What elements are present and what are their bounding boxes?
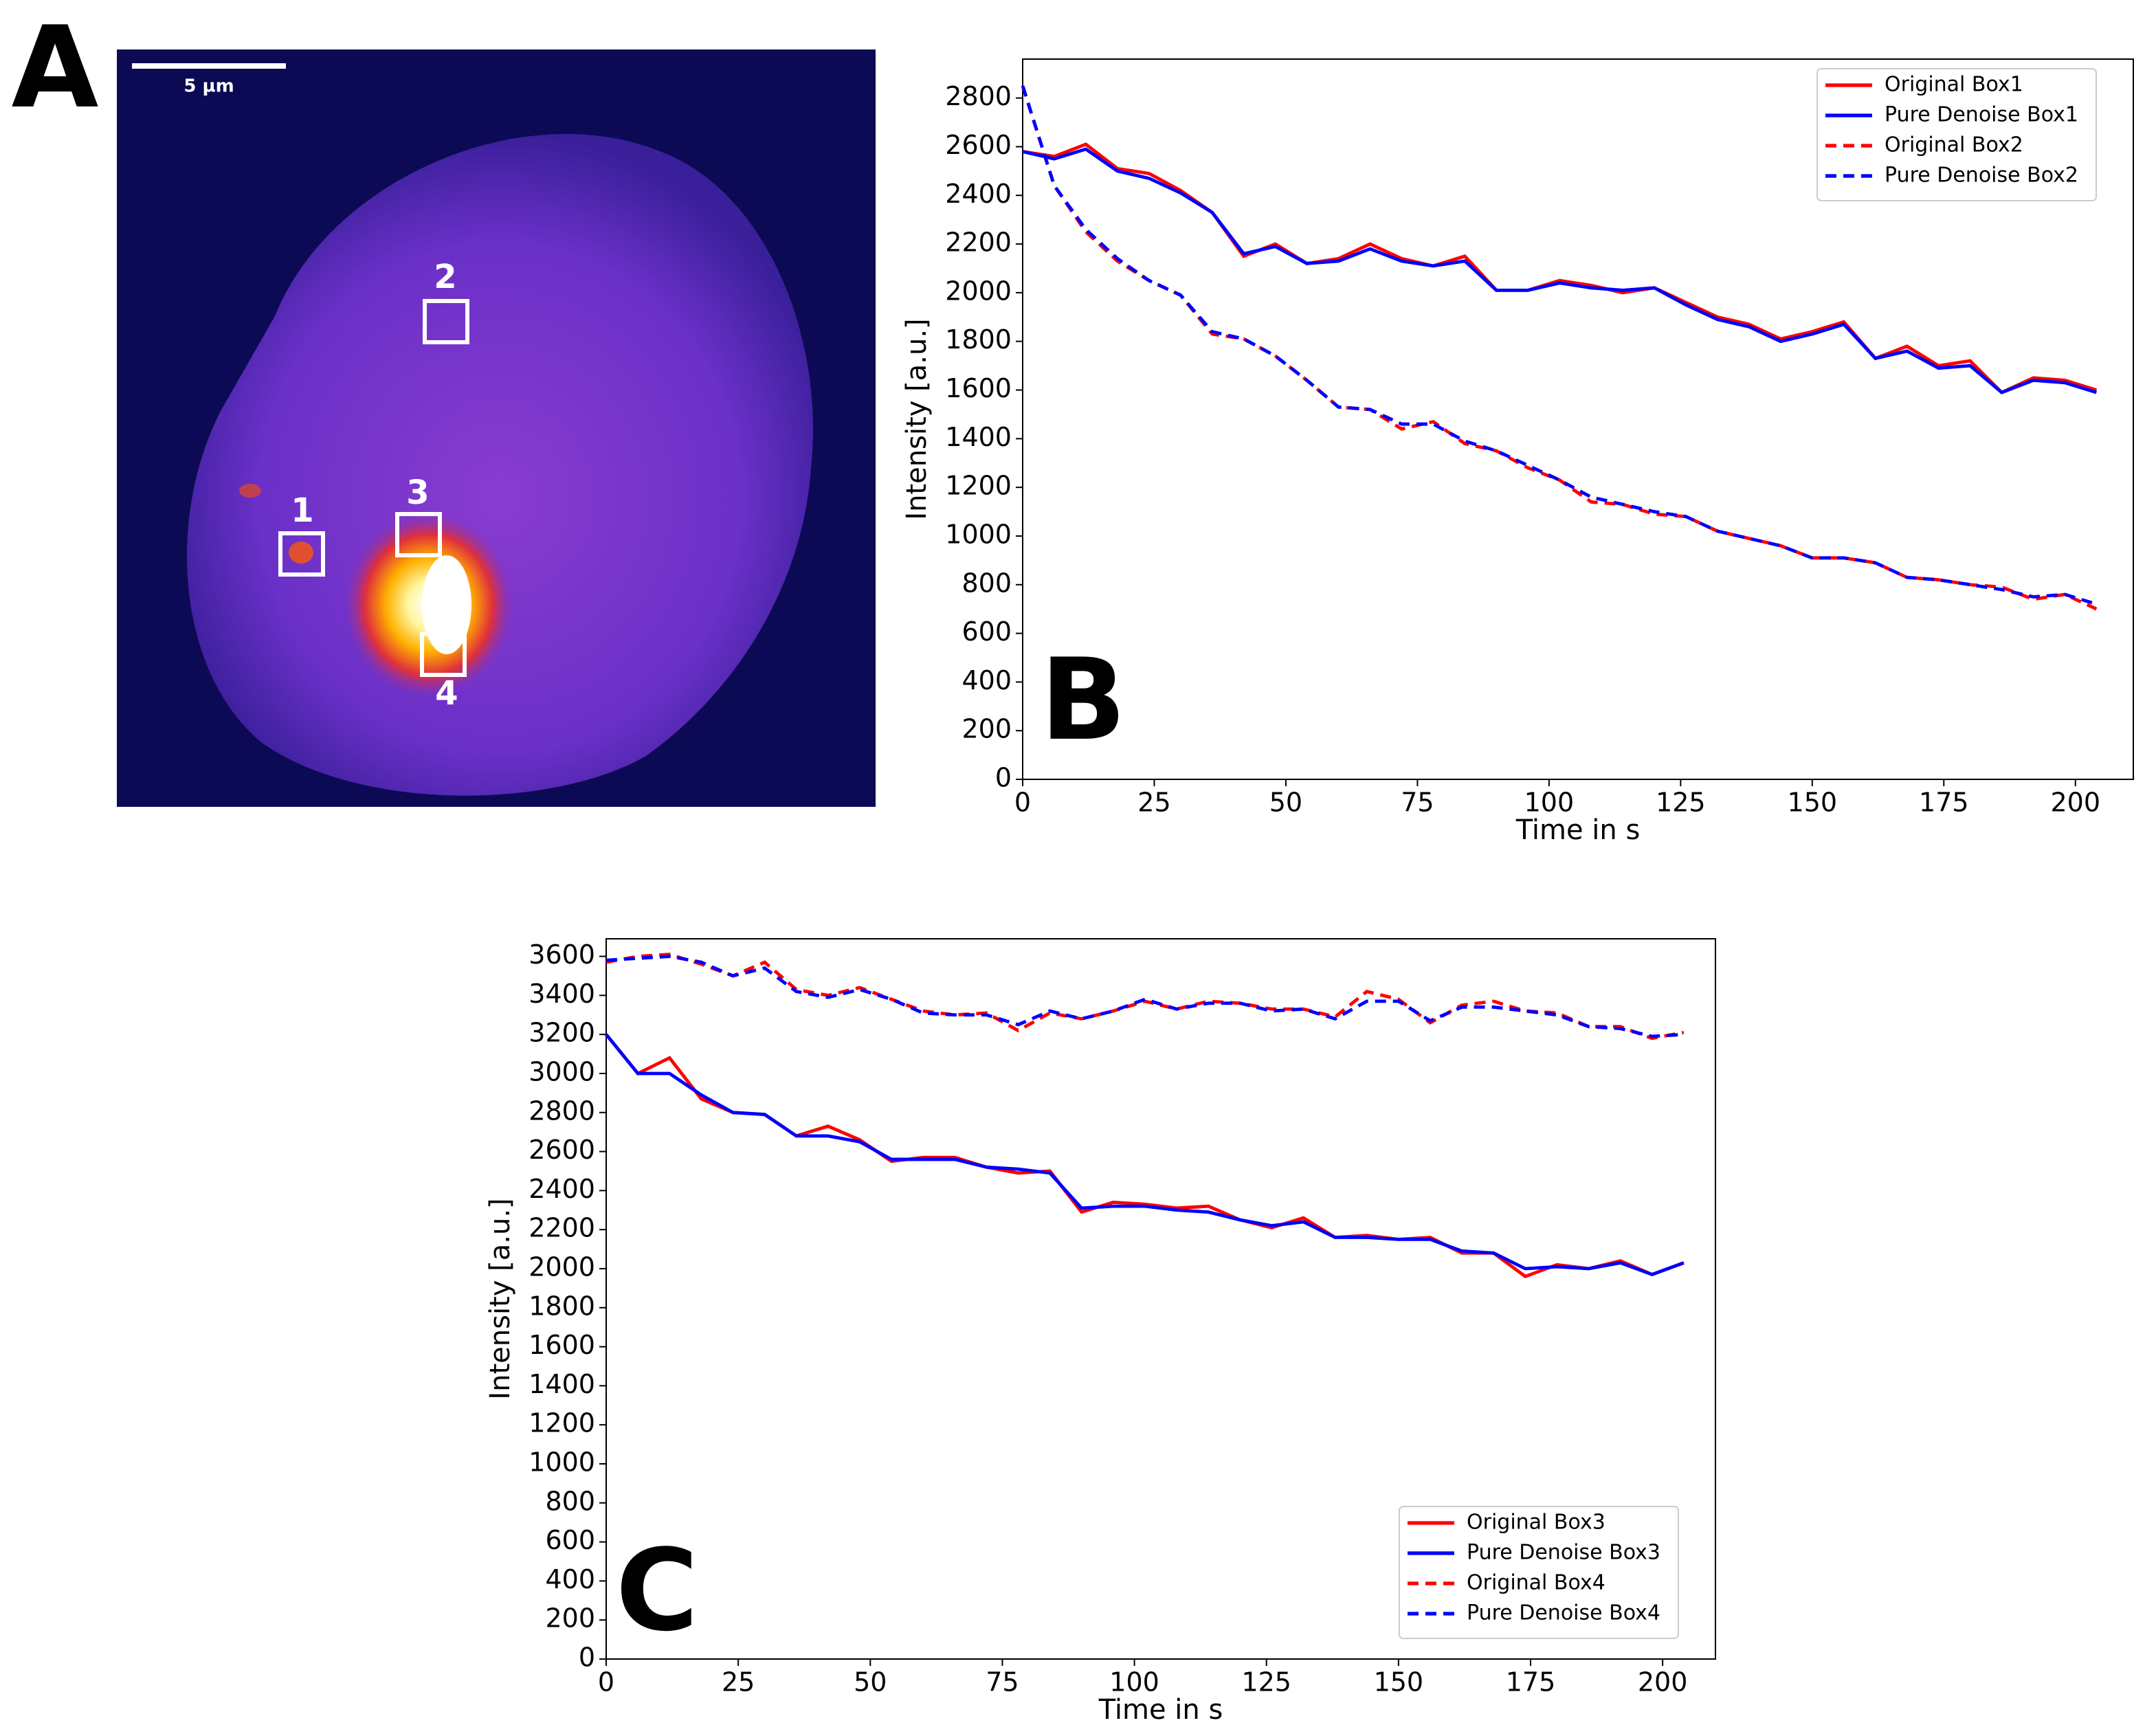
scale-bar-label: 5 µm — [184, 76, 234, 97]
x-axis-label: Time in s — [1098, 1694, 1223, 1726]
roi-label: 1 — [291, 491, 313, 530]
x-tick-label: 100 — [1524, 788, 1575, 818]
y-tick-label: 800 — [545, 1486, 595, 1516]
x-tick-label: 125 — [1241, 1667, 1291, 1698]
y-tick-label: 1400 — [529, 1369, 595, 1399]
y-tick-label: 1600 — [945, 373, 1012, 403]
y-tick-label: 0 — [579, 1643, 595, 1673]
y-tick-label: 2200 — [945, 227, 1012, 258]
y-tick-label: 2800 — [529, 1095, 595, 1126]
cell — [187, 133, 814, 796]
y-tick-label: 3200 — [529, 1018, 595, 1048]
y-tick-label: 1800 — [945, 324, 1012, 355]
roi-box — [395, 512, 442, 557]
x-tick-label: 200 — [1638, 1667, 1688, 1698]
x-tick-label: 100 — [1109, 1667, 1159, 1698]
spot — [239, 484, 261, 498]
y-tick-label: 1400 — [945, 422, 1012, 452]
x-tick-label: 0 — [598, 1667, 614, 1698]
legend-label: Original Box2 — [1885, 133, 2023, 157]
roi-label: 3 — [406, 474, 429, 512]
y-tick-label: 400 — [545, 1564, 595, 1594]
x-tick-label: 175 — [1506, 1667, 1556, 1698]
y-tick-label: 1200 — [945, 471, 1012, 501]
y-tick-label: 1000 — [945, 519, 1012, 549]
y-tick-label: 0 — [995, 763, 1012, 793]
y-tick-label: 200 — [545, 1603, 595, 1634]
legend-box — [1399, 1506, 1679, 1639]
spot — [289, 542, 313, 564]
roi-box — [423, 299, 469, 344]
y-tick-label: 3400 — [529, 979, 595, 1009]
x-tick-label: 25 — [1137, 788, 1170, 818]
legend-label: Pure Denoise Box1 — [1885, 103, 2078, 127]
y-axis-label: Intensity [a.u.] — [901, 318, 933, 520]
series-line — [605, 953, 1685, 1041]
roi-box — [278, 531, 325, 577]
x-tick-label: 50 — [1269, 788, 1302, 818]
roi-label: 4 — [435, 674, 458, 713]
x-tick-label: 200 — [2050, 788, 2100, 818]
legend-label: Pure Denoise Box4 — [1467, 1601, 1660, 1625]
legend-label: Original Box1 — [1885, 73, 2023, 97]
x-tick-label: 50 — [854, 1667, 887, 1698]
series-line — [605, 955, 1685, 1038]
roi-label: 2 — [434, 258, 456, 296]
series-line — [1022, 147, 2098, 394]
x-tick-label: 150 — [1788, 788, 1838, 818]
legend-label: Original Box3 — [1467, 1511, 1605, 1535]
legend-label: Original Box4 — [1467, 1571, 1605, 1595]
x-tick-label: 125 — [1656, 788, 1706, 818]
y-tick-label: 800 — [962, 568, 1012, 598]
legend-label: Pure Denoise Box3 — [1467, 1541, 1660, 1565]
y-tick-label: 3600 — [529, 939, 595, 970]
y-tick-label: 600 — [545, 1525, 595, 1555]
x-tick-label: 25 — [722, 1667, 755, 1698]
y-tick-label: 2200 — [529, 1213, 595, 1243]
y-tick-label: 1800 — [529, 1291, 595, 1321]
panel-label: C — [616, 1525, 698, 1656]
x-axis-label: Time in s — [1515, 814, 1641, 846]
y-tick-label: 1600 — [529, 1330, 595, 1360]
y-tick-label: 600 — [962, 616, 1012, 647]
x-tick-label: 75 — [1401, 788, 1434, 818]
x-tick-label: 0 — [1014, 788, 1031, 818]
y-tick-label: 1000 — [529, 1447, 595, 1477]
legend-box — [1816, 68, 2097, 201]
y-tick-label: 3000 — [529, 1056, 595, 1087]
y-tick-label: 2000 — [529, 1251, 595, 1282]
y-axis-label: Intensity [a.u.] — [485, 1198, 516, 1399]
y-tick-label: 2400 — [529, 1174, 595, 1204]
y-tick-label: 1200 — [529, 1408, 595, 1438]
series-line — [1021, 85, 2098, 606]
series-line — [605, 1033, 1685, 1277]
y-tick-label: 2600 — [945, 130, 1012, 160]
y-tick-label: 2600 — [529, 1135, 595, 1165]
x-tick-label: 150 — [1374, 1667, 1424, 1698]
bright-core — [422, 555, 471, 654]
panel-label: A — [12, 2, 99, 133]
y-tick-label: 200 — [962, 714, 1012, 744]
y-tick-label: 2400 — [945, 179, 1012, 209]
panel-label: B — [1040, 634, 1126, 766]
x-tick-label: 75 — [986, 1667, 1019, 1698]
roi-box — [420, 632, 467, 677]
x-tick-label: 175 — [1919, 788, 1969, 818]
y-tick-label: 2800 — [945, 81, 1012, 111]
image-panel: 5 µm A — [12, 2, 876, 807]
legend-label: Pure Denoise Box2 — [1885, 164, 2078, 188]
y-tick-label: 400 — [962, 665, 1012, 695]
y-tick-label: 2000 — [945, 276, 1012, 306]
